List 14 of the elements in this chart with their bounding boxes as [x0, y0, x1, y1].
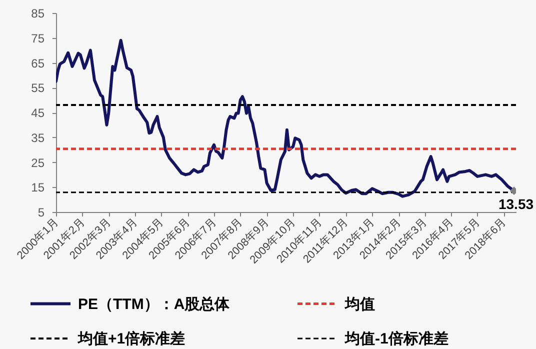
- y-tick-label: 65: [31, 56, 45, 70]
- y-tick-label: 35: [31, 130, 45, 145]
- legend-label: PE（TTM）：A股总体: [78, 296, 231, 313]
- y-tick-label: 5: [38, 206, 45, 220]
- legend-label: 均值: [344, 296, 375, 313]
- legend-label: 均值+1倍标准差: [77, 330, 186, 348]
- y-tick-label: 25: [31, 156, 45, 170]
- legend-label: 均值-1倍标准差: [344, 330, 448, 348]
- y-tick-label: 55: [31, 81, 45, 96]
- y-tick-label: 75: [31, 31, 45, 46]
- data-label: 13.53: [498, 196, 534, 212]
- y-tick-label: 15: [31, 180, 45, 195]
- y-tick-label: 85: [31, 6, 45, 20]
- y-tick-label: 45: [31, 106, 45, 120]
